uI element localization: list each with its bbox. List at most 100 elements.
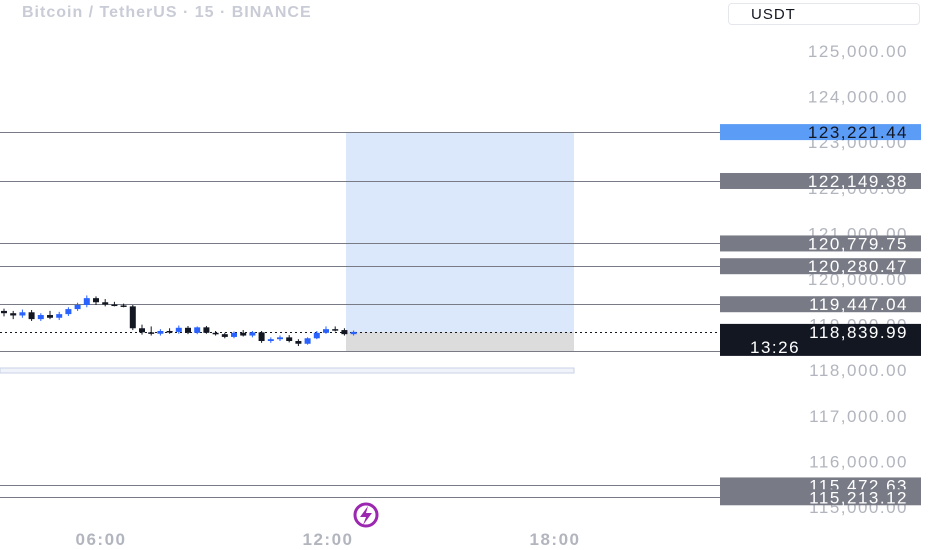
candle-body [83,298,90,305]
candle-body [37,315,44,320]
price-tick-label: 124,000.00 [808,88,908,107]
candle-body [332,329,339,331]
price-tag-label: 120,280.47 [808,257,908,276]
candle-body [286,337,293,342]
target-zone[interactable] [346,132,574,332]
candle-body [47,315,53,318]
candle [203,325,210,334]
candle [47,310,53,320]
candle [1,308,7,317]
candle-body [111,304,118,307]
candle [157,329,164,336]
candle [240,330,247,337]
countdown-label: 13:26 [750,338,800,357]
candle [83,295,90,308]
current-price-label: 118,839.99 [809,323,908,342]
candle-body [102,302,109,305]
candle [56,311,63,321]
price-axis[interactable]: 125,000.00124,000.00123,000.00122,000.00… [808,42,908,517]
candle-body [323,329,329,333]
price-tick-label: 116,000.00 [809,452,908,471]
candle-body [1,310,7,314]
candle-body [10,313,17,316]
candle [175,325,182,334]
candle [267,337,274,343]
candle-body [203,327,210,333]
price-tag [720,124,921,141]
candle-body [93,298,99,303]
candle [111,301,118,307]
lightning-bolt-icon[interactable] [353,502,379,528]
price-tag-label: 119,447.04 [809,295,908,314]
candle-body [221,334,228,337]
candle [277,335,283,342]
candle-body [166,330,173,333]
candle [185,325,191,335]
candle [313,330,320,340]
candle-body [28,312,35,320]
candle-body [341,330,348,335]
candle-body [157,330,164,334]
candle [120,303,127,308]
candle-body [258,332,265,342]
candle [221,332,228,339]
price-tag-label: 115,213.12 [809,488,908,507]
candle [350,330,357,336]
current-price-tag [720,323,921,356]
candle-body [65,309,72,315]
price-tag-label: 122,149.38 [808,172,908,191]
candle-body [148,332,155,334]
price-tick-label: 120,000.00 [808,270,908,289]
candle-body [267,339,274,342]
candle-body [139,328,145,333]
candle [258,330,265,343]
price-tags: 123,221.44 122,149.38 120,779.75 120,280.47… [720,123,921,507]
candle-body [212,332,219,335]
candle [37,313,44,321]
candle-body [19,312,26,316]
candle-body [249,332,256,336]
position-zones[interactable] [0,132,575,374]
candle [194,326,201,335]
candle-body [350,331,357,335]
candle [102,299,109,307]
candle [249,330,256,338]
candle [323,326,329,334]
candle [341,328,348,336]
candle [74,302,81,311]
candles [1,295,357,347]
candle [65,307,72,316]
candle [10,310,17,320]
candle-body [304,338,311,344]
candle [286,335,293,343]
time-axis[interactable]: 06:00 12:00 18:00 [76,530,581,549]
price-tag-label: 120,779.75 [808,234,908,253]
candle-body [231,332,237,337]
candle [19,309,26,318]
candle [295,339,302,347]
stop-zone[interactable] [346,331,574,352]
chart-title: Bitcoin / TetherUS · 15 · BINANCE [22,4,312,21]
price-tag [720,172,921,189]
candle-body [295,341,302,344]
price-tag [720,489,921,506]
candle-body [313,332,320,339]
candle-body [277,337,283,340]
candle [166,328,173,334]
price-tick-label: 117,000.00 [809,407,908,426]
range-bar[interactable] [0,367,575,374]
candle-body [240,332,247,336]
candle [212,330,219,336]
candle-body [175,327,182,332]
candle-body [194,327,201,333]
price-tag-label: 123,221.44 [808,123,908,142]
price-tick-label: 125,000.00 [808,42,908,61]
candle [231,331,237,339]
currency-button[interactable]: USDT [728,3,920,25]
price-levels[interactable] [0,132,720,498]
candle [129,304,136,331]
time-tick-label: 12:00 [303,530,354,549]
candle-body [129,306,136,329]
price-tag [720,296,921,313]
